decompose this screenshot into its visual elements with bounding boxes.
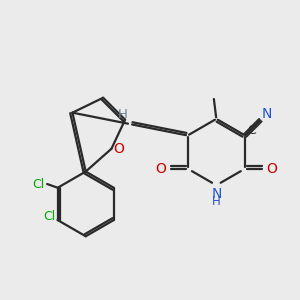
Text: H: H: [212, 195, 221, 208]
Text: Cl: Cl: [32, 178, 44, 190]
Text: N: N: [262, 107, 272, 122]
Text: O: O: [266, 162, 277, 176]
Text: Cl: Cl: [44, 210, 56, 223]
Text: O: O: [156, 162, 167, 176]
Text: N: N: [211, 188, 221, 201]
Text: H: H: [118, 109, 128, 122]
Text: O: O: [113, 142, 124, 156]
Text: C: C: [247, 124, 256, 137]
